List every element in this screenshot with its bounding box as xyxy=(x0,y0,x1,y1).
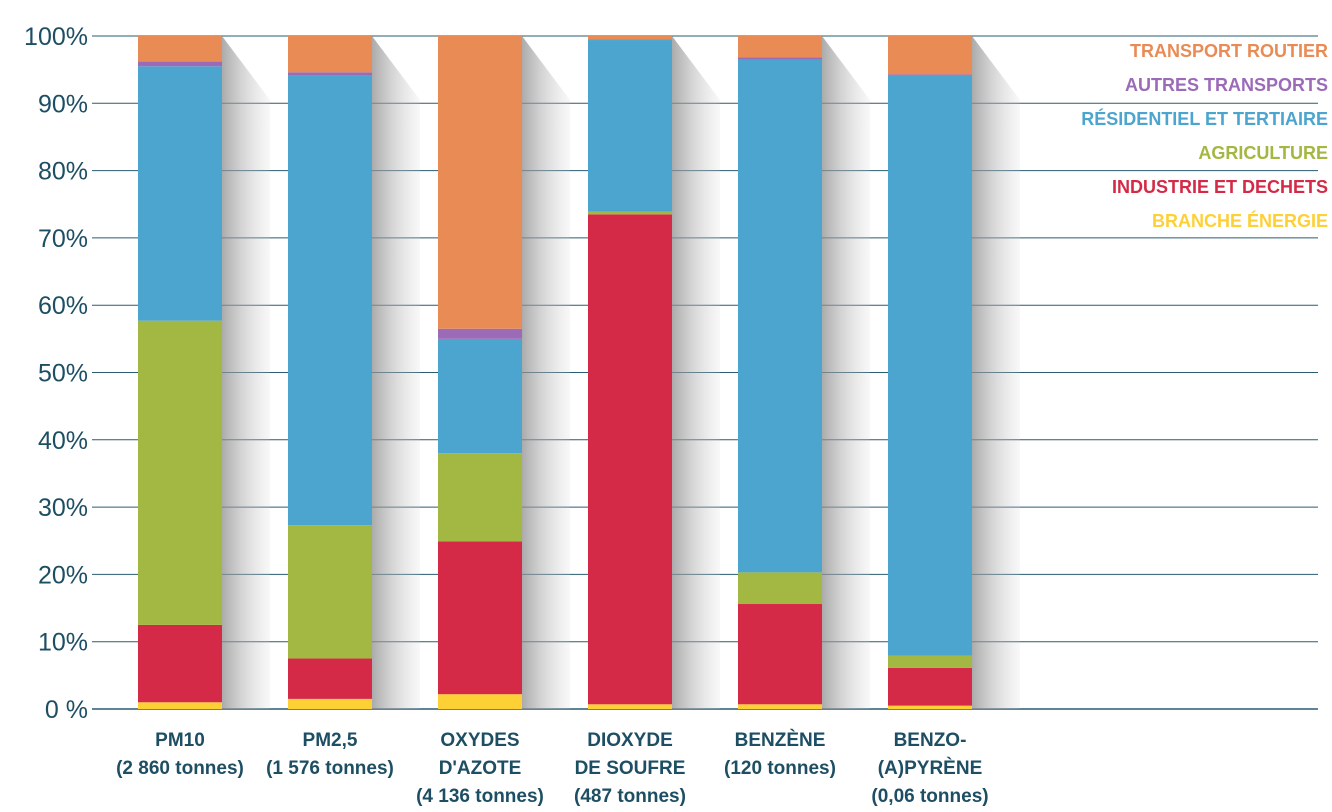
y-tick-label: 60% xyxy=(38,292,88,320)
x-tick-label: (0,06 tonnes) xyxy=(871,786,988,807)
bar-segment xyxy=(588,36,672,40)
y-tick-label: 30% xyxy=(38,494,88,522)
bar-segment xyxy=(438,36,522,329)
bar-segment xyxy=(138,61,222,67)
y-tick-label: 40% xyxy=(38,427,88,455)
bar-segment xyxy=(738,57,822,60)
x-tick-label: (1 576 tonnes) xyxy=(266,758,394,779)
bar-segment xyxy=(738,604,822,705)
legend-entry: AUTRES TRANSPORTS xyxy=(1125,75,1328,95)
bar-segment xyxy=(888,667,972,706)
bar-shadow xyxy=(522,36,570,709)
bar-shadows xyxy=(222,36,1020,709)
bar-shadow xyxy=(972,36,1020,709)
y-tick-label: 80% xyxy=(38,158,88,186)
x-tick-label: BENZÈNE xyxy=(735,729,826,751)
x-tick-label: DE SOUFRE xyxy=(575,758,686,779)
x-tick-label: (487 tonnes) xyxy=(574,786,686,807)
bar-segment xyxy=(288,75,372,526)
y-tick-label: 70% xyxy=(38,225,88,253)
y-tick-label: 20% xyxy=(38,561,88,589)
x-tick-label: D'AZOTE xyxy=(439,758,522,779)
bar-segment xyxy=(738,59,822,573)
bar-segment xyxy=(438,541,522,695)
bar-shadow xyxy=(822,36,870,709)
y-tick-label: 0 % xyxy=(45,696,88,724)
bar-segment xyxy=(588,704,672,709)
bar-segment xyxy=(438,694,522,709)
y-tick-label: 100% xyxy=(24,23,88,51)
bar-shadow xyxy=(672,36,720,709)
legend-entry: INDUSTRIE ET DECHETS xyxy=(1112,177,1328,197)
x-tick-label: DIOXYDE xyxy=(587,730,673,751)
x-tick-label: (2 860 tonnes) xyxy=(116,758,244,779)
bar-segment xyxy=(438,328,522,339)
bar-segment xyxy=(738,572,822,605)
bar-segment xyxy=(138,66,222,321)
x-tick-label: (4 136 tonnes) xyxy=(416,786,544,807)
bar-segment xyxy=(438,338,522,454)
bar-segment xyxy=(138,702,222,709)
bar-segment xyxy=(288,698,372,709)
bar-segment xyxy=(588,39,672,41)
y-axis: 0 % 10% 20% 30% 40% 50% 60% 70% 80% 90% 100% xyxy=(24,23,88,724)
y-tick-label: 50% xyxy=(38,360,88,388)
bar-segment xyxy=(588,214,672,705)
y-tick-label: 10% xyxy=(38,629,88,657)
bar-segment xyxy=(288,658,372,699)
legend-entry: AGRICULTURE xyxy=(1198,143,1328,163)
bar-segment xyxy=(738,704,822,709)
x-tick-label: (120 tonnes) xyxy=(724,758,836,779)
bar-segment xyxy=(888,705,972,709)
y-tick-label: 90% xyxy=(38,90,88,118)
bar-segment xyxy=(738,36,822,58)
legend-entry: RÉSIDENTIEL ET TERTIAIRE xyxy=(1081,108,1328,129)
bar-segment xyxy=(288,36,372,73)
bar-segment xyxy=(138,36,222,62)
bar-segment xyxy=(288,72,372,76)
x-tick-label: (A)PYRÈNE xyxy=(878,757,983,779)
bar-segment xyxy=(438,453,522,542)
bar-segment xyxy=(588,40,672,212)
legend-entry: BRANCHE ÉNERGIE xyxy=(1152,210,1328,231)
bar-segment xyxy=(138,624,222,703)
bar-segment xyxy=(138,320,222,625)
x-tick-label: BENZO- xyxy=(894,730,967,751)
bar-segment xyxy=(888,655,972,668)
bar-shadow xyxy=(372,36,420,709)
bar-segment xyxy=(888,74,972,76)
x-tick-label: PM2,5 xyxy=(303,730,358,751)
bar-segment xyxy=(588,211,672,215)
bars xyxy=(138,36,972,709)
x-axis: PM10 (2 860 tonnes) PM2,5 (1 576 tonnes) OXY… xyxy=(116,729,988,807)
bar-segment xyxy=(288,525,372,659)
legend: TRANSPORT ROUTIER AUTRES TRANSPORTS RÉSIDE… xyxy=(1081,41,1328,231)
legend-entry: TRANSPORT ROUTIER xyxy=(1130,41,1328,61)
bar-shadow xyxy=(222,36,270,709)
x-tick-label: OXYDES xyxy=(440,730,519,751)
bar-segment xyxy=(888,75,972,656)
bar-segment xyxy=(888,36,972,75)
x-tick-label: PM10 xyxy=(155,730,205,751)
